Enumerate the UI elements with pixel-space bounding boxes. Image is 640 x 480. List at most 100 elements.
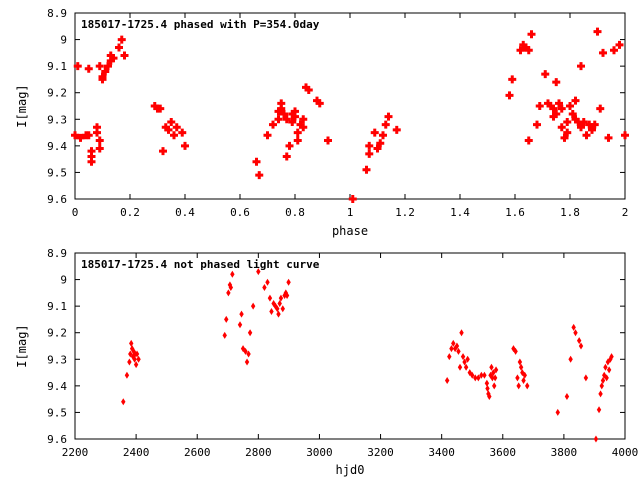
phased-data-point: [577, 62, 585, 71]
raw-data-point: [243, 347, 248, 355]
phased-data-point: [615, 40, 624, 49]
phased-data-point: [519, 40, 528, 49]
phased-data-point: [373, 144, 382, 153]
phased-data-point: [93, 123, 101, 132]
phased-data-point: [571, 115, 580, 124]
raw-ytick-label: 9: [60, 274, 67, 287]
raw-xtick-label: 3200: [367, 446, 394, 459]
raw-data-point: [609, 353, 614, 361]
phased-data-point: [392, 125, 401, 134]
phased-data-point: [304, 86, 313, 95]
phased-data-point: [87, 152, 96, 161]
raw-data-point: [457, 363, 463, 371]
phased-data-point: [593, 27, 602, 36]
raw-data-point: [127, 358, 132, 366]
phased-data-point: [288, 109, 297, 118]
phased-data-point: [299, 115, 308, 124]
phased-data-point: [106, 51, 115, 60]
phased-data-point: [527, 30, 536, 39]
phased-data-point: [379, 131, 387, 140]
raw-data-point: [598, 390, 603, 398]
raw-xtick-label: 2800: [245, 446, 272, 459]
phased-data-point: [324, 136, 332, 145]
phased-data-point: [95, 62, 104, 71]
raw-data-point: [479, 371, 484, 379]
raw-ytick-label: 8.9: [47, 247, 67, 260]
phased-data-point: [555, 99, 563, 108]
raw-data-point: [132, 355, 137, 363]
raw-data-point: [517, 358, 523, 366]
raw-plot-frame: [74, 252, 626, 440]
phased-data-point: [362, 165, 371, 174]
phased-data-point: [87, 147, 96, 156]
raw-data-point: [267, 294, 273, 302]
phased-data-point: [71, 131, 79, 140]
raw-data-point: [449, 345, 454, 353]
raw-data-point: [490, 374, 495, 382]
raw-ytick-label: 9.5: [47, 406, 67, 419]
raw-data-point: [136, 355, 141, 363]
phased-data-point: [101, 67, 110, 76]
phased-data-point: [282, 152, 291, 161]
phased-data-point: [277, 104, 286, 113]
phased-data-point: [87, 157, 96, 166]
phased-data-point: [376, 139, 385, 148]
raw-data-point: [516, 382, 521, 390]
phased-data-point: [574, 117, 583, 126]
phased-data-point: [588, 125, 596, 134]
raw-data-point: [463, 363, 469, 371]
raw-data-point: [239, 310, 244, 318]
phased-data-point: [293, 136, 302, 145]
phased-ytick-label: 9.5: [47, 166, 67, 179]
raw-data-point: [124, 371, 130, 379]
phased-data-point: [549, 104, 558, 113]
phased-data-point: [291, 112, 299, 121]
phased-data-point: [280, 109, 288, 118]
phased-data-point: [533, 120, 541, 129]
phased-data-point: [115, 43, 123, 52]
raw-data-point: [244, 358, 250, 366]
raw-data-point: [224, 315, 229, 323]
phased-data-point: [277, 99, 286, 108]
raw-data-point: [451, 339, 456, 347]
phased-ytick-label: 9.4: [47, 140, 67, 153]
raw-data-point: [129, 345, 135, 353]
phased-data-point: [274, 115, 283, 124]
raw-data-point: [593, 435, 599, 443]
phased-data-point: [302, 83, 310, 92]
raw-data-point: [276, 310, 281, 318]
raw-data-point: [573, 329, 578, 337]
phased-data-point: [109, 54, 118, 63]
phased-data-point: [315, 99, 324, 108]
phased-data-point: [508, 75, 517, 84]
raw-x-axis-label: hjd0: [336, 463, 365, 477]
phased-data-point: [84, 131, 93, 140]
raw-data-point: [222, 331, 227, 339]
phased-data-point: [288, 117, 297, 126]
phased-data-point: [161, 123, 170, 132]
raw-data-point: [277, 299, 282, 307]
phased-data-point: [585, 120, 594, 129]
raw-data-point: [603, 363, 608, 371]
phased-data-point: [370, 128, 379, 137]
raw-data-point: [520, 369, 525, 377]
raw-data-point: [576, 337, 582, 345]
phased-data-point: [365, 141, 374, 150]
phased-data-point: [93, 128, 101, 137]
phased-data-point: [150, 102, 159, 110]
raw-data-point: [608, 355, 613, 363]
phased-data-point: [384, 112, 393, 121]
phased-data-point: [274, 107, 283, 116]
raw-data-point: [604, 374, 609, 382]
raw-xtick-label: 3800: [551, 446, 578, 459]
raw-data-point: [247, 329, 253, 337]
phased-data-point: [505, 91, 514, 100]
phased-chart-title: 185017-1725.4 phased with P=354.0day: [81, 18, 320, 31]
phased-data-point: [621, 131, 629, 140]
phased-data-point: [557, 104, 566, 113]
phased-data-point: [170, 131, 178, 140]
phased-data-point: [610, 46, 618, 55]
phased-data-point: [282, 115, 291, 124]
raw-data-point: [447, 353, 452, 361]
phased-data-point: [172, 123, 181, 132]
